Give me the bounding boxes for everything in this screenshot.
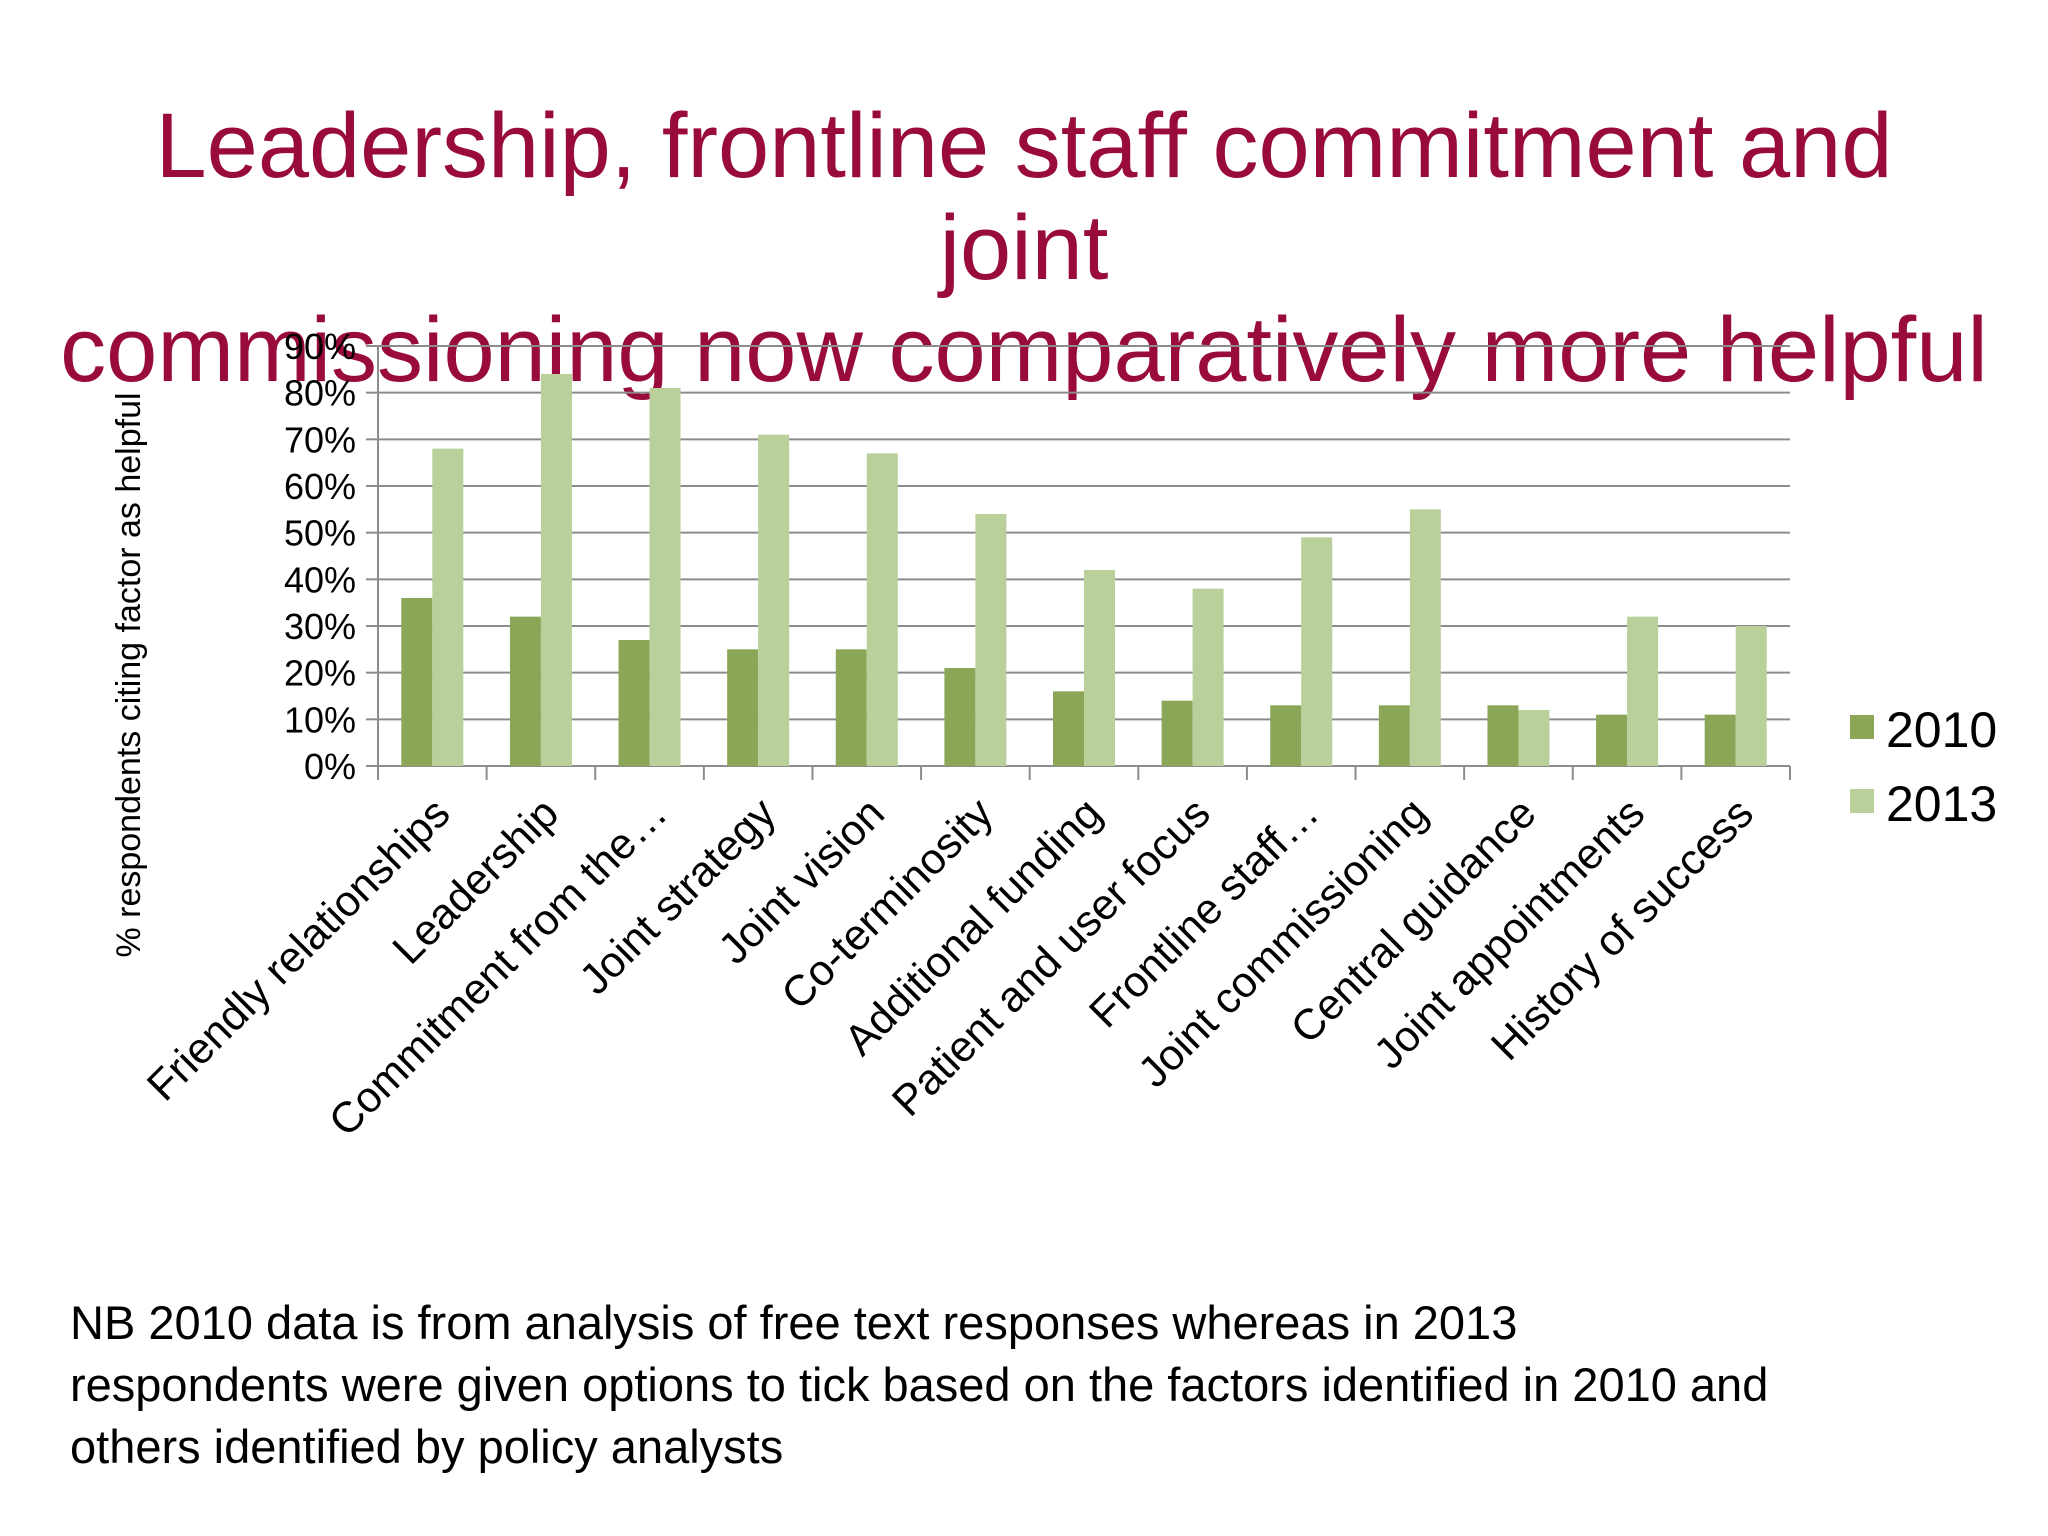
bar-2010: [1161, 700, 1193, 766]
bar-2010: [1270, 705, 1302, 766]
bar-chart: 0%10%20%30%40%50%60%70%80%90%Friendly re…: [110, 326, 1997, 1146]
bar-2013: [1084, 570, 1115, 766]
y-tick-label: 40%: [284, 559, 356, 600]
bar-2013: [432, 448, 464, 766]
footnote-line-1: NB 2010 data is from analysis of free te…: [70, 1296, 1518, 1349]
footnote: NB 2010 data is from analysis of free te…: [70, 1292, 1990, 1478]
bar-2013: [1192, 588, 1224, 766]
bar-2013: [1301, 537, 1333, 766]
bar-2013: [758, 434, 790, 766]
legend-swatch-2013: [1850, 789, 1874, 813]
bar-2010: [509, 616, 541, 766]
bar-2010: [944, 668, 976, 766]
bar-2010: [618, 640, 650, 766]
slide-title-line-2: commissioning now comparatively more hel…: [60, 299, 1988, 401]
y-tick-label: 0%: [304, 746, 356, 787]
y-axis-title: % respondents citing factor as helpful: [110, 392, 148, 957]
slide-title-line-1: Leadership, frontline staff commitment a…: [155, 95, 1893, 299]
bar-2013: [975, 514, 1007, 766]
bar-2013: [1735, 626, 1767, 766]
bar-2010: [835, 649, 867, 766]
legend-label-2013: 2013: [1886, 776, 1997, 832]
bar-2010: [1378, 705, 1410, 766]
bar-2010: [727, 649, 759, 766]
legend-swatch-2010: [1850, 715, 1874, 739]
slide-title: Leadership, frontline staff commitment a…: [60, 95, 1988, 401]
bar-2013: [1409, 509, 1441, 766]
bar-2010: [1487, 705, 1519, 766]
bar-2013: [866, 453, 898, 766]
y-tick-label: 50%: [284, 513, 356, 554]
legend-label-2010: 2010: [1886, 702, 1997, 758]
y-tick-label: 80%: [284, 373, 356, 414]
y-tick-label: 10%: [284, 699, 356, 740]
y-tick-label: 90%: [284, 326, 356, 367]
y-tick-label: 30%: [284, 606, 356, 647]
y-tick-label: 20%: [284, 653, 356, 694]
bar-2013: [1627, 616, 1659, 766]
bar-2013: [649, 388, 681, 766]
bar-2010: [1053, 691, 1084, 766]
footnote-line-3: others identified by policy analysts: [70, 1420, 784, 1473]
bar-2010: [401, 598, 433, 766]
bar-2010: [1704, 714, 1736, 766]
bar-2013: [1518, 710, 1550, 766]
y-tick-label: 60%: [284, 466, 356, 507]
y-tick-label: 70%: [284, 419, 356, 460]
bar-2013: [540, 374, 572, 766]
bar-2010: [1596, 714, 1628, 766]
footnote-line-2: respondents were given options to tick b…: [70, 1358, 1769, 1411]
